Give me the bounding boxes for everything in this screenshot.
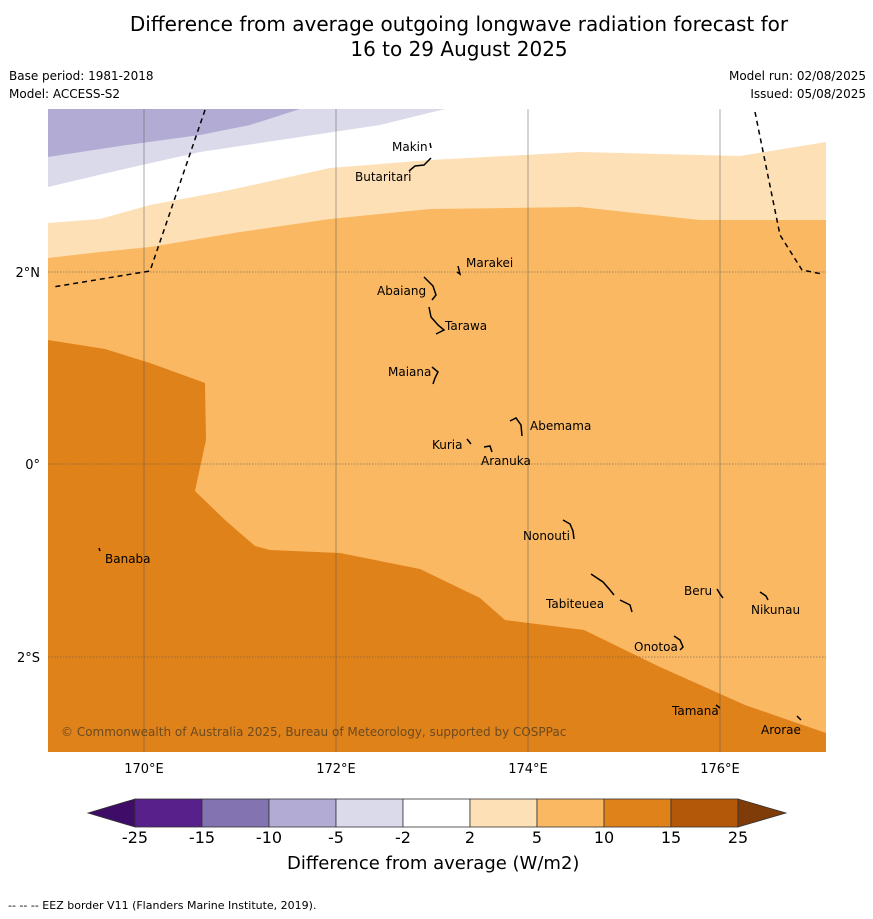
colorbar-extend-high — [737, 798, 788, 828]
island-banaba — [98, 547, 101, 552]
graticule — [48, 109, 826, 752]
label-kuria: Kuria — [432, 438, 463, 452]
island-butaritari — [408, 157, 432, 172]
eez-footnote: -- -- -- EEZ border V11 (Flanders Marine… — [8, 899, 317, 912]
cbar-tick-minus-5: -5 — [328, 828, 344, 847]
colorbar-segment — [201, 798, 270, 828]
label-butaritari: Butaritari — [355, 170, 412, 184]
longitude-labels: 170°E 172°E 174°E 176°E — [124, 762, 740, 777]
label-nikunau: Nikunau — [751, 603, 800, 617]
model-run: Model run: 02/08/2025 — [728, 69, 866, 83]
colorbar-segment — [268, 798, 337, 828]
label-nonouti: Nonouti — [523, 529, 570, 543]
colorbar-segment — [670, 798, 739, 828]
island-tabiteuea — [590, 573, 633, 613]
latitude-labels: 2°N 0° 2°S — [16, 266, 41, 666]
colorbar-segment — [603, 798, 672, 828]
cbar-tick-5: 5 — [531, 828, 543, 847]
label-arorae: Arorae — [761, 723, 801, 737]
label-marakei: Marakei — [466, 256, 513, 270]
cbar-tick-minus-15: -15 — [188, 828, 216, 847]
meta-left: Base period: 1981-2018 Model: ACCESS-S2 — [9, 67, 154, 103]
island-outlines — [98, 142, 802, 721]
label-tarawa: Tarawa — [444, 319, 487, 333]
map-title: Difference from average outgoing longwav… — [0, 12, 873, 62]
colorbar-segment — [335, 798, 404, 828]
anomaly-field — [48, 109, 826, 752]
lon-label-176: 176°E — [700, 762, 740, 777]
model-name: Model: ACCESS-S2 — [9, 87, 121, 101]
cbar-tick-minus-25: -25 — [121, 828, 149, 847]
label-abaiang: Abaiang — [377, 284, 426, 298]
base-period: Base period: 1981-2018 — [9, 69, 154, 83]
cbar-tick-10: 10 — [593, 828, 615, 847]
colorbar-segment — [402, 798, 471, 828]
label-makin: Makin — [392, 140, 428, 154]
label-tabiteuea: Tabiteuea — [545, 597, 604, 611]
cbar-tick-minus-10: -10 — [255, 828, 283, 847]
colorbar — [86, 798, 788, 828]
cbar-tick-2: 2 — [464, 828, 476, 847]
island-abemama — [509, 417, 523, 437]
cbar-tick-25: 25 — [727, 828, 749, 847]
title-line-1: Difference from average outgoing longwav… — [129, 12, 789, 36]
label-maiana: Maiana — [388, 365, 431, 379]
island-labels: Makin Butaritari Marakei Abaiang Tarawa … — [105, 140, 801, 737]
band-10-15 — [48, 340, 826, 752]
label-tamana: Tamana — [671, 704, 719, 718]
colorbar-extend-low — [86, 798, 136, 828]
label-banaba: Banaba — [105, 552, 151, 566]
island-nonouti — [562, 519, 575, 540]
lat-label-2n: 2°N — [16, 266, 41, 281]
lon-label-174: 174°E — [508, 762, 548, 777]
island-aranuka — [483, 445, 493, 453]
label-abemama: Abemama — [530, 419, 591, 433]
island-beru — [716, 588, 724, 599]
issued-date: Issued: 05/08/2025 — [750, 87, 866, 101]
label-aranuka: Aranuka — [481, 454, 531, 468]
island-tarawa — [428, 306, 446, 335]
band-minus-5-10 — [48, 109, 300, 157]
copyright-notice: © Commonwealth of Australia 2025, Bureau… — [61, 725, 566, 739]
island-arorae — [796, 715, 802, 721]
island-tamana — [715, 704, 721, 709]
island-makin — [429, 142, 432, 149]
eez-border — [52, 109, 823, 288]
lat-label-2s: 2°S — [17, 651, 40, 666]
meta-right: Model run: 02/08/2025 Issued: 05/08/2025 — [729, 67, 866, 103]
cbar-tick-minus-2: -2 — [395, 828, 411, 847]
eez-line-west — [52, 109, 206, 288]
island-abaiang — [423, 276, 437, 301]
island-marakei — [456, 265, 462, 276]
label-beru: Beru — [684, 584, 712, 598]
colorbar-title: Difference from average (W/m2) — [287, 853, 580, 874]
lon-label-170: 170°E — [124, 762, 164, 777]
colorbar-segment — [134, 798, 203, 828]
title-line-2: 16 to 29 August 2025 — [350, 37, 568, 61]
colorbar-segment — [469, 798, 538, 828]
island-maiana — [431, 366, 439, 385]
cbar-tick-15: 15 — [660, 828, 682, 847]
island-nikunau — [759, 591, 769, 601]
island-kuria — [466, 438, 472, 445]
lon-label-172: 172°E — [316, 762, 356, 777]
eez-line-east — [754, 111, 823, 275]
label-onotoa: Onotoa — [634, 640, 678, 654]
colorbar-segment — [536, 798, 605, 828]
island-onotoa — [673, 635, 684, 651]
lat-label-0: 0° — [25, 458, 40, 473]
